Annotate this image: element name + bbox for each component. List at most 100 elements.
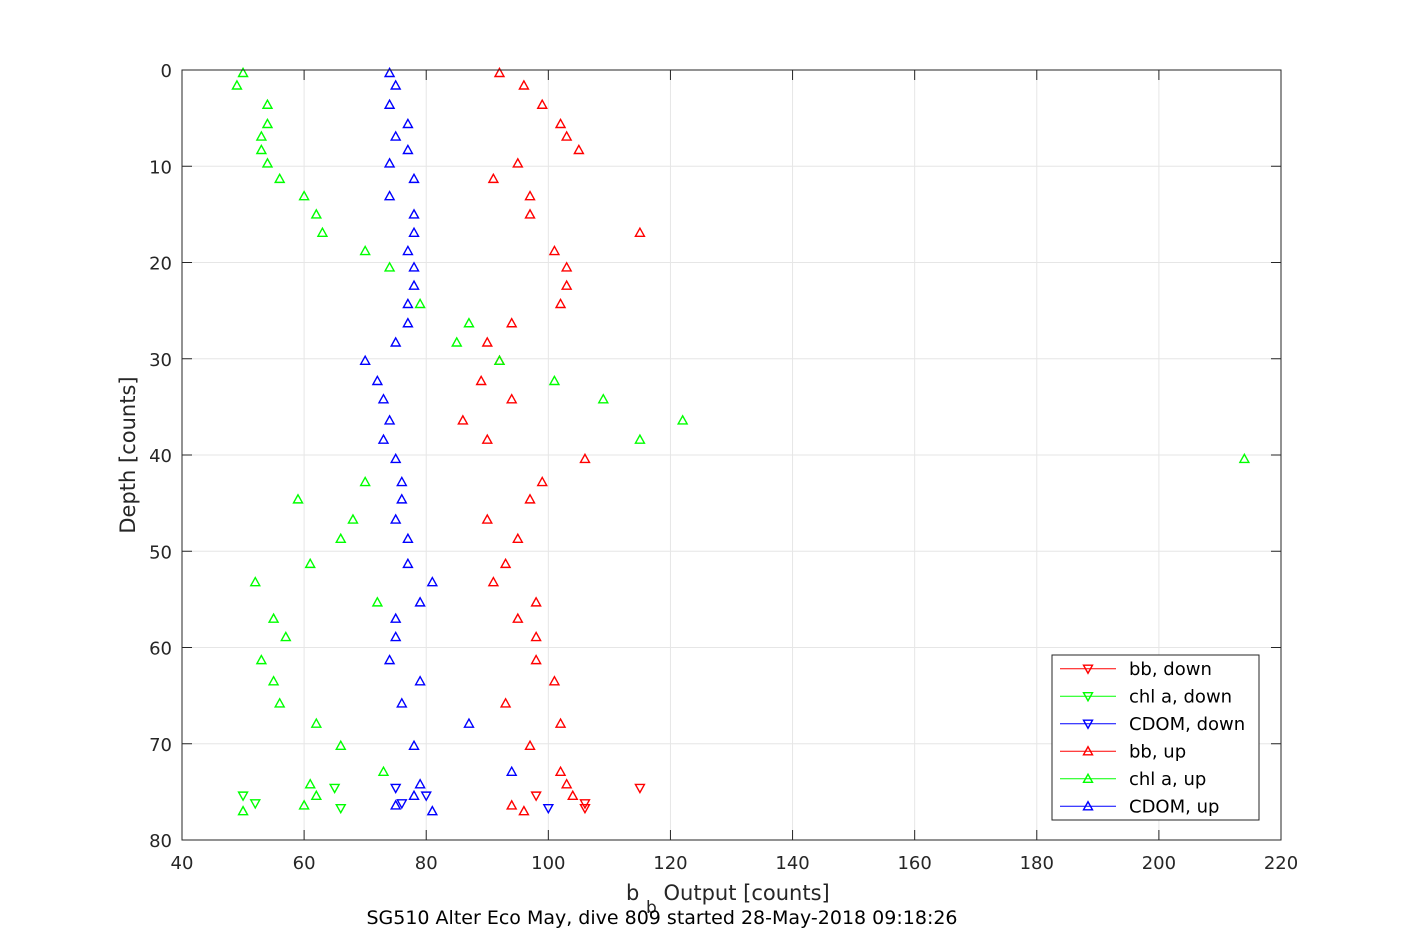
grid-lines <box>182 70 1281 840</box>
point-bb-up <box>548 245 561 256</box>
point-bb-up <box>506 799 518 810</box>
point-bb-up <box>536 98 548 109</box>
point-chl-a-up <box>310 789 323 801</box>
point-bb-up <box>524 190 536 201</box>
point-chl-a-up <box>335 532 347 544</box>
y-tick-label: 50 <box>149 542 172 563</box>
point-bb-up <box>499 557 512 569</box>
point-chl-a-up <box>597 393 609 404</box>
point-cdom-up <box>377 433 390 444</box>
point-bb-up <box>506 317 518 328</box>
point-bb-up <box>554 765 567 776</box>
x-axis-title-rest: Output [counts] <box>664 881 830 905</box>
point-bb-up <box>554 117 567 129</box>
point-bb-up <box>554 717 567 728</box>
point-cdom-up <box>383 157 396 168</box>
point-bb-up <box>481 336 493 347</box>
legend-label: chl a, down <box>1129 686 1232 707</box>
point-chl-a-up <box>377 765 390 776</box>
legend-box <box>1051 654 1260 821</box>
point-cdom-up <box>408 172 420 184</box>
point-bb-up <box>506 393 518 404</box>
x-tick-label: 80 <box>415 853 438 874</box>
point-bb-up <box>512 157 524 168</box>
point-cdom-up <box>408 226 420 237</box>
point-bb-down <box>634 783 646 794</box>
point-cdom-up <box>506 765 518 776</box>
point-cdom-up <box>396 476 408 487</box>
legend: bb, down chl a, down CDOM, down bb, up chl a… <box>1051 654 1260 821</box>
point-cdom-up <box>408 739 420 750</box>
point-chl-a-up <box>304 557 316 569</box>
legend-marker <box>1082 745 1094 756</box>
point-bb-up <box>518 79 530 90</box>
x-tick-label: 40 <box>171 853 194 874</box>
x-axis-title: b b Output [counts] <box>626 881 830 918</box>
point-cdom-up <box>383 414 396 425</box>
point-bb-up <box>560 261 573 272</box>
point-chl-a-up <box>273 172 286 184</box>
point-cdom-up <box>408 279 420 290</box>
point-bb-up <box>536 476 548 487</box>
point-cdom-up <box>390 452 402 464</box>
point-chl-a-up <box>335 739 347 750</box>
point-cdom-up <box>390 513 402 524</box>
point-chl-a-up <box>676 414 689 425</box>
point-chl-a-down <box>237 791 249 802</box>
point-bb-up <box>512 612 524 623</box>
point-chl-a-up <box>267 612 280 623</box>
point-chl-a-up <box>359 476 371 487</box>
legend-marker <box>1082 719 1094 730</box>
legend-marker <box>1082 800 1094 811</box>
point-bb-up <box>560 130 573 141</box>
x-tick-label: 180 <box>1020 853 1054 874</box>
point-cdom-up <box>414 596 426 607</box>
point-bb-up <box>634 226 646 237</box>
point-cdom-up <box>390 79 402 90</box>
point-cdom-up <box>396 697 408 708</box>
point-cdom-up <box>402 317 414 328</box>
point-chl-a-up <box>451 336 463 347</box>
point-bb-up <box>457 414 469 425</box>
point-bb-up <box>567 789 579 801</box>
point-cdom-up <box>414 778 426 789</box>
point-chl-a-down <box>328 783 341 794</box>
point-cdom-up <box>383 66 396 78</box>
point-chl-a-up <box>310 208 323 219</box>
data-points <box>231 66 1251 816</box>
point-chl-a-up <box>261 157 274 168</box>
y-tick-label: 60 <box>149 639 172 660</box>
point-cdom-up <box>426 576 439 587</box>
point-chl-a-up <box>255 143 268 155</box>
point-cdom-up <box>396 493 408 504</box>
point-chl-a-up <box>463 317 475 328</box>
point-cdom-up <box>377 393 390 404</box>
x-tick-label: 60 <box>293 853 316 874</box>
point-bb-up <box>548 675 561 686</box>
point-chl-a-up <box>414 297 426 309</box>
point-bb-up <box>554 297 567 309</box>
point-cdom-up <box>359 354 371 365</box>
x-axis-title-main: b <box>626 881 639 905</box>
point-cdom-down <box>396 799 408 810</box>
point-bb-up <box>481 433 493 444</box>
point-chl-a-up <box>383 261 396 272</box>
point-chl-a-up <box>231 79 243 90</box>
y-tick-label: 80 <box>149 831 172 852</box>
x-axis-title-subscript: b <box>646 898 657 918</box>
point-cdom-up <box>402 532 414 544</box>
point-cdom-up <box>383 654 396 665</box>
point-bb-up <box>530 630 542 642</box>
point-bb-up <box>475 374 487 386</box>
y-tick-label: 20 <box>149 254 172 275</box>
legend-marker <box>1082 772 1094 784</box>
point-cdom-down <box>420 791 432 802</box>
y-tick-label: 70 <box>149 735 172 756</box>
y-axis-title: Depth [counts] <box>116 376 140 533</box>
y-tick-label: 0 <box>161 61 172 82</box>
point-cdom-up <box>390 630 402 642</box>
point-chl-a-down <box>335 803 347 815</box>
point-chl-a-up <box>280 630 292 642</box>
point-bb-up <box>560 778 573 789</box>
